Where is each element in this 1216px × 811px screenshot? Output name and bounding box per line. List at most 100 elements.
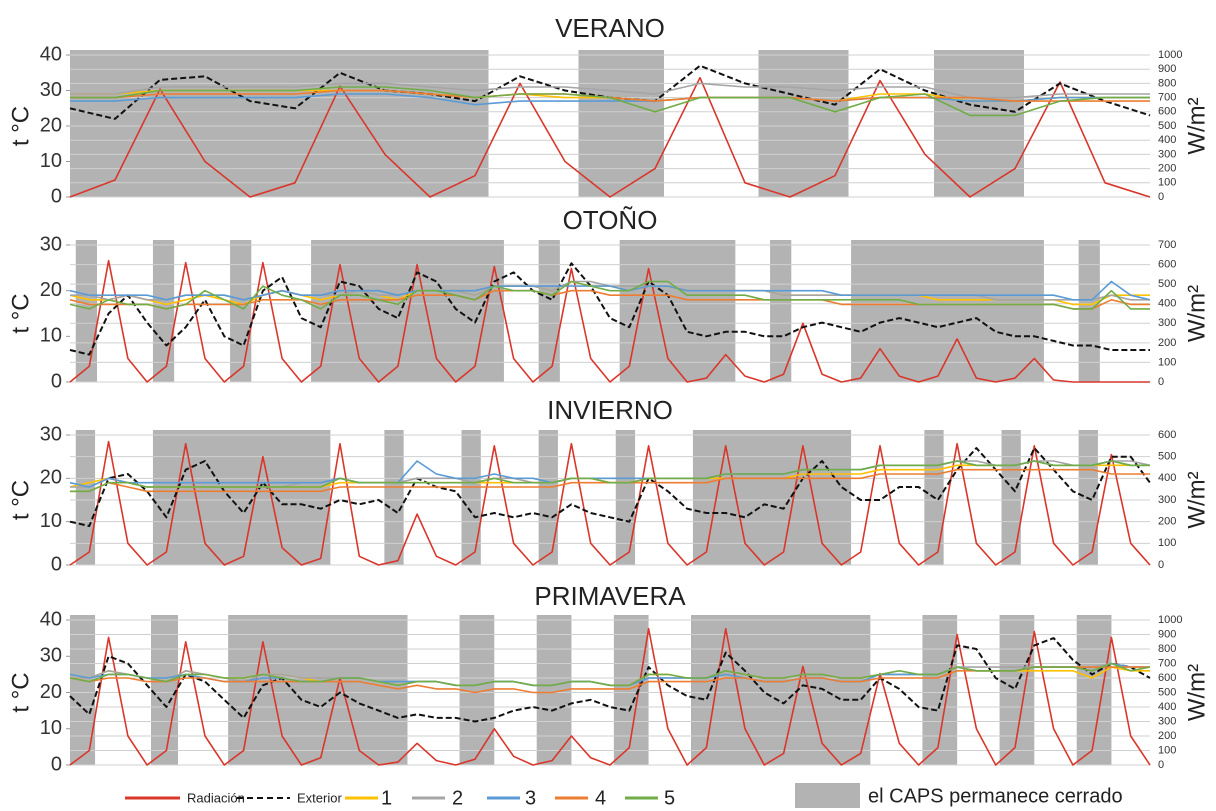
legend-closed-label: el CAPS permanece cerrado — [868, 785, 1123, 807]
y2-tick-label: 600 — [1158, 429, 1176, 441]
series-line — [69, 637, 1151, 723]
y2-tick-label: 200 — [1158, 730, 1176, 742]
y2-tick-label: 200 — [1158, 337, 1176, 349]
closed-period — [851, 240, 1044, 382]
closed-period — [1078, 240, 1100, 382]
y2-tick-label: 100 — [1158, 177, 1176, 189]
series-line — [69, 259, 1150, 383]
closed-period — [692, 430, 852, 565]
series-line — [69, 662, 1151, 687]
closed-period — [384, 430, 404, 565]
closed-period — [151, 615, 178, 765]
y2-tick-label: 0 — [1158, 759, 1164, 771]
y2-tick-label: 600 — [1158, 258, 1176, 270]
y-axis-label: t °C — [7, 480, 34, 520]
y-tick-label: 20 — [40, 467, 62, 489]
closed-period — [152, 240, 175, 382]
series-line — [69, 76, 1151, 198]
y2-tick-label: 500 — [1158, 120, 1176, 132]
y2-tick-label: 1000 — [1158, 614, 1182, 626]
y2-axis-label: W/m² — [1183, 471, 1210, 528]
series-line — [70, 86, 1150, 117]
panel-title: VERANO — [555, 13, 665, 43]
y2-tick-label: 400 — [1158, 134, 1176, 146]
closed-period — [1001, 430, 1021, 565]
closed-period — [461, 430, 481, 565]
closed-period — [922, 615, 958, 765]
y2-tick-label: 500 — [1158, 278, 1176, 290]
y-axis-label: t °C — [7, 106, 34, 146]
legend-label: 3 — [525, 787, 536, 809]
series-line — [69, 447, 1151, 527]
closed-period — [758, 50, 849, 197]
legend-label: Radiación — [187, 790, 245, 805]
y-tick-label: 40 — [40, 608, 62, 630]
legend-label: 5 — [664, 787, 675, 809]
series-line — [70, 93, 1150, 106]
y-tick-label: 10 — [40, 510, 62, 532]
series-line — [70, 460, 1150, 493]
closed-period — [75, 240, 97, 382]
y2-tick-label: 700 — [1158, 239, 1176, 251]
legend-label: 2 — [452, 787, 463, 809]
y2-tick-label: 300 — [1158, 317, 1176, 329]
y2-tick-label: 800 — [1158, 643, 1176, 655]
y2-tick-label: 400 — [1158, 298, 1176, 310]
y-tick-label: 30 — [40, 233, 62, 255]
y-tick-label: 0 — [51, 185, 62, 207]
series-line — [69, 440, 1151, 566]
y2-tick-label: 100 — [1158, 537, 1176, 549]
closed-period — [538, 430, 558, 565]
y2-axis-label: W/m² — [1183, 664, 1210, 721]
y-tick-label: 20 — [40, 114, 62, 136]
closed-period — [770, 240, 792, 382]
closed-period — [619, 240, 736, 382]
closed-period — [152, 430, 331, 565]
y2-tick-label: 700 — [1158, 657, 1176, 669]
closed-period — [311, 240, 504, 382]
series-line — [69, 627, 1151, 766]
y2-tick-label: 900 — [1158, 628, 1176, 640]
panel-title: INVIERNO — [547, 395, 673, 425]
y-tick-label: 0 — [51, 553, 62, 575]
y2-tick-label: 300 — [1158, 494, 1176, 506]
series-line — [69, 280, 1150, 310]
y-tick-label: 20 — [40, 681, 62, 703]
panel-title: PRIMAVERA — [534, 581, 686, 611]
y2-tick-label: 600 — [1158, 106, 1176, 118]
y-tick-label: 0 — [51, 370, 62, 392]
y2-tick-label: 200 — [1158, 516, 1176, 528]
y2-tick-label: 100 — [1158, 744, 1176, 756]
y-tick-label: 10 — [40, 150, 62, 172]
closed-period — [999, 615, 1035, 765]
series-line — [69, 280, 1151, 301]
closed-period — [228, 615, 408, 765]
y-axis-label: t °C — [7, 672, 34, 712]
closed-period — [230, 240, 252, 382]
closed-period — [70, 50, 489, 197]
closed-period — [615, 430, 636, 565]
y2-tick-label: 300 — [1158, 715, 1176, 727]
y-tick-label: 20 — [40, 279, 62, 301]
y2-tick-label: 300 — [1158, 148, 1176, 160]
y2-tick-label: 400 — [1158, 701, 1176, 713]
y-axis-label: t °C — [7, 293, 34, 333]
y2-axis-label: W/m² — [1183, 285, 1210, 342]
y2-tick-label: 400 — [1158, 472, 1176, 484]
legend-label: 1 — [381, 787, 392, 809]
closed-period — [613, 615, 649, 765]
y-tick-label: 40 — [40, 43, 62, 65]
y-tick-label: 30 — [40, 79, 62, 101]
y2-tick-label: 500 — [1158, 686, 1176, 698]
y2-tick-label: 0 — [1158, 376, 1164, 388]
y-tick-label: 0 — [51, 753, 62, 775]
series-line — [69, 262, 1150, 356]
y2-tick-label: 200 — [1158, 163, 1176, 175]
y-tick-label: 30 — [40, 423, 62, 445]
y2-axis-label: W/m² — [1183, 97, 1210, 154]
y2-tick-label: 100 — [1158, 356, 1176, 368]
closed-period — [75, 430, 96, 565]
y2-tick-label: 0 — [1158, 191, 1164, 203]
y-tick-label: 10 — [40, 325, 62, 347]
